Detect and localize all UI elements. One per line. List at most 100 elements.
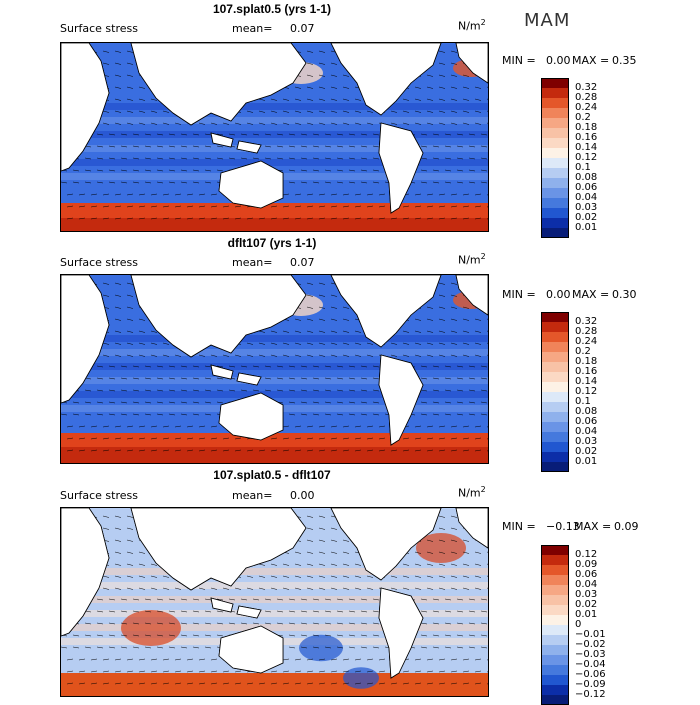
colorbar-swatch	[541, 322, 569, 332]
colorbar-swatch	[541, 352, 569, 362]
colorbar-tick-label: 0.14	[575, 142, 598, 153]
colorbar-swatch	[541, 312, 569, 322]
colorbar-tick-label: 0.08	[575, 172, 598, 183]
colorbar-tick-label: 0.32	[575, 82, 598, 93]
colorbar-swatch	[541, 128, 569, 138]
colorbar-swatch	[541, 452, 569, 462]
colorbar-swatch	[541, 595, 569, 605]
stress-diff-map	[60, 507, 489, 697]
field-label: Surface stress	[60, 489, 138, 502]
colorbar-tick-label: 0.28	[575, 326, 598, 337]
colorbar-swatch	[541, 665, 569, 675]
colorbar-swatch	[541, 158, 569, 168]
colorbar-swatch	[541, 645, 569, 655]
colorbar-tick-label: 0.06	[575, 182, 598, 193]
min-label: MIN =	[502, 288, 536, 301]
mean-label: mean=	[232, 489, 273, 502]
colorbar-tick-label: −0.01	[575, 629, 606, 640]
colorbar-swatch	[541, 615, 569, 625]
max-label: MAX =	[574, 520, 612, 533]
colorbar-swatch	[541, 362, 569, 372]
colorbar-tick-label: 0.12	[575, 152, 598, 163]
max-value: 0.09	[614, 520, 639, 533]
colorbar-swatch	[541, 545, 569, 555]
field-label: Surface stress	[60, 22, 138, 35]
map-canvas	[61, 275, 488, 463]
colorbar-tick-label: 0.18	[575, 356, 598, 367]
colorbar-tick-label: 0.02	[575, 599, 598, 610]
mean-value: 0.00	[290, 489, 315, 502]
colorbar-tick-label: 0	[575, 619, 582, 630]
mean-label: mean=	[232, 256, 273, 269]
unit-label: N/m2	[458, 18, 486, 33]
colorbar-tick-label: 0.18	[575, 122, 598, 133]
colorbar-swatch	[541, 675, 569, 685]
colorbar-tick-label: 0.32	[575, 316, 598, 327]
colorbar-tick-label: 0.2	[575, 346, 591, 357]
colorbar-tick-label: 0.12	[575, 549, 598, 560]
min-value: 0.00	[546, 288, 571, 301]
colorbar-tick-label: 0.1	[575, 396, 591, 407]
colorbar-tick-label: 0.12	[575, 386, 598, 397]
mean-value: 0.07	[290, 256, 315, 269]
colorbar-tick-label: 0.03	[575, 589, 598, 600]
colorbar-swatch	[541, 412, 569, 422]
colorbar-swatch	[541, 422, 569, 432]
colorbar-swatch	[541, 118, 569, 128]
colorbar-tick-label: 0.04	[575, 192, 598, 203]
colorbar-tick-label: 0.08	[575, 406, 598, 417]
max-value: 0.35	[612, 54, 637, 67]
panel-title: 107.splat0.5 - dflt107	[213, 468, 331, 482]
colorbar-swatch	[541, 208, 569, 218]
min-label: MIN =	[502, 520, 536, 533]
colorbar-swatch	[541, 98, 569, 108]
stress-map-1	[60, 42, 489, 232]
field-label: Surface stress	[60, 256, 138, 269]
colorbar-swatch	[541, 342, 569, 352]
colorbar-swatch	[541, 198, 569, 208]
colorbar-tick-label: −0.06	[575, 669, 606, 680]
colorbar-tick-label: 0.06	[575, 416, 598, 427]
season-label: MAM	[524, 10, 571, 31]
colorbar-swatch	[541, 88, 569, 98]
colorbar-swatch	[541, 138, 569, 148]
colorbar-swatch	[541, 565, 569, 575]
colorbar-tick-label: −0.09	[575, 679, 606, 690]
colorbar-swatch	[541, 685, 569, 695]
colorbar-swatch	[541, 372, 569, 382]
colorbar-tick-label: −0.04	[575, 659, 606, 670]
colorbar-tick-label: 0.2	[575, 112, 591, 123]
colorbar-tick-label: −0.12	[575, 689, 606, 700]
colorbar-tick-label: 0.06	[575, 569, 598, 580]
panel-title: dflt107 (yrs 1-1)	[227, 236, 317, 250]
colorbar-tick-label: 0.24	[575, 336, 598, 347]
map-canvas	[61, 43, 488, 231]
colorbar-tick-label: 0.03	[575, 202, 598, 213]
colorbar-swatch	[541, 382, 569, 392]
colorbar-tick-label: −0.02	[575, 639, 606, 650]
colorbar-swatch	[541, 442, 569, 452]
max-label: MAX =	[572, 54, 610, 67]
colorbar-swatch	[541, 625, 569, 635]
colorbar-tick-label: 0.09	[575, 559, 598, 570]
min-value: −0.13	[546, 520, 580, 533]
map-canvas	[61, 508, 488, 696]
colorbar-swatch	[541, 178, 569, 188]
colorbar-tick-label: 0.16	[575, 132, 598, 143]
colorbar-swatch	[541, 188, 569, 198]
colorbar-swatch	[541, 432, 569, 442]
colorbar-tick-label: 0.04	[575, 579, 598, 590]
panel-title: 107.splat0.5 (yrs 1-1)	[212, 2, 332, 16]
max-value: 0.30	[612, 288, 637, 301]
stress-map-2	[60, 274, 489, 464]
colorbar-swatch	[541, 228, 569, 238]
colorbar-tick-label: 0.01	[575, 456, 598, 467]
colorbar-swatch	[541, 555, 569, 565]
colorbar-tick-label: 0.02	[575, 446, 598, 457]
colorbar-tick-label: 0.28	[575, 92, 598, 103]
colorbar-swatch	[541, 78, 569, 88]
min-label: MIN =	[502, 54, 536, 67]
colorbar-swatch	[541, 655, 569, 665]
colorbar-swatch	[541, 585, 569, 595]
colorbar-swatch	[541, 148, 569, 158]
